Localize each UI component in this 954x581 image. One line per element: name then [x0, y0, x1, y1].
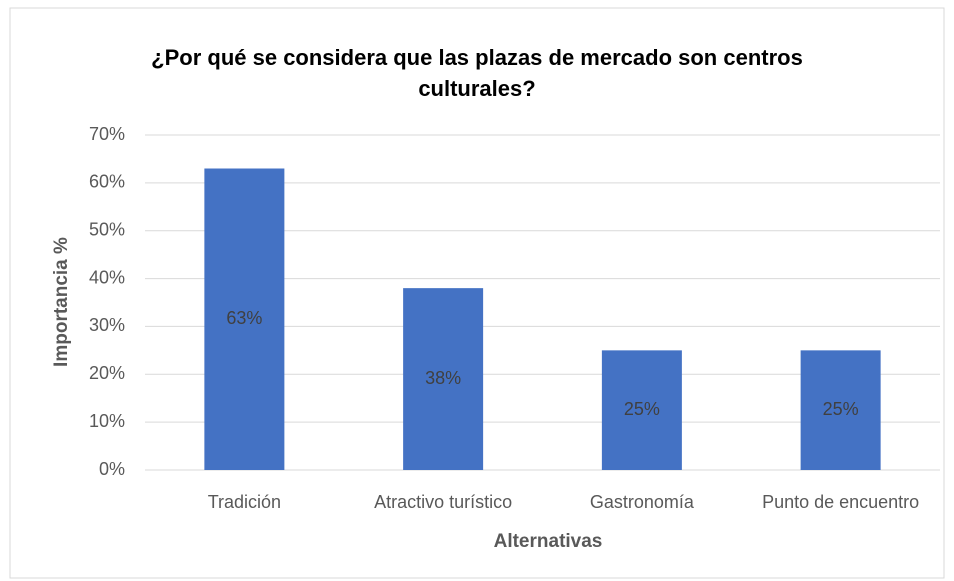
x-tick-label: Gastronomía	[590, 492, 695, 512]
x-axis-title: Alternativas	[494, 531, 603, 552]
y-tick-label: 0%	[99, 459, 125, 479]
data-label: 25%	[823, 399, 859, 419]
y-tick-label: 50%	[89, 219, 125, 239]
data-label: 25%	[624, 399, 660, 419]
x-tick-label: Atractivo turístico	[374, 492, 512, 512]
y-tick-label: 20%	[89, 363, 125, 383]
bar	[800, 350, 881, 470]
y-tick-label: 60%	[89, 172, 125, 192]
data-label: 38%	[425, 368, 461, 388]
y-tick-label: 40%	[89, 267, 125, 287]
bar	[601, 350, 682, 470]
data-label: 63%	[226, 308, 262, 328]
bar	[204, 168, 285, 470]
x-tick-label: Tradición	[208, 492, 281, 512]
bar	[403, 288, 484, 470]
y-tick-label: 10%	[89, 411, 125, 431]
x-tick-label: Punto de encuentro	[762, 492, 919, 512]
y-tick-label: 70%	[89, 124, 125, 144]
chart-title: ¿Por qué se considera que las plazas de …	[151, 45, 803, 101]
y-tick-label: 30%	[89, 315, 125, 335]
y-axis-title: Importancia %	[51, 237, 72, 367]
